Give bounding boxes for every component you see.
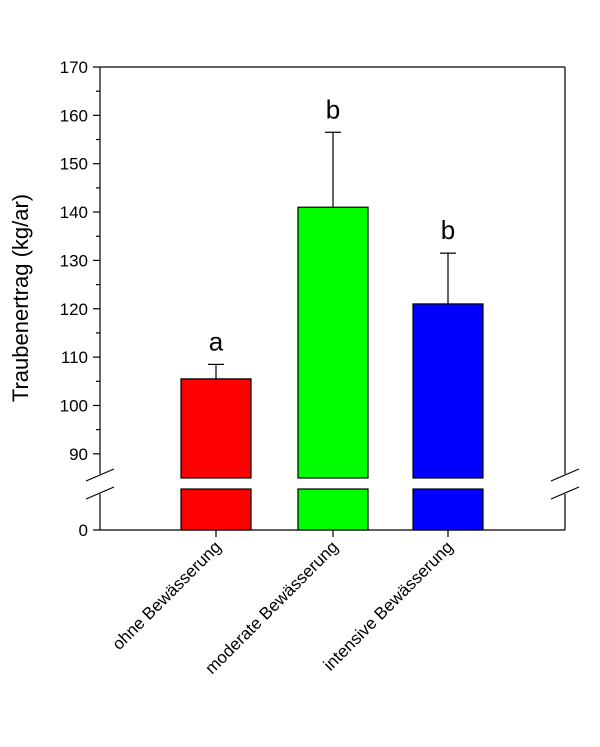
y-tick-label-100: 100 xyxy=(60,396,88,415)
x-tick-label-2: moderate Bewässerung xyxy=(201,537,341,677)
bars xyxy=(180,206,484,531)
y-tick-label-90: 90 xyxy=(69,445,88,464)
axis-break-mask-right xyxy=(549,474,581,494)
axis-break-marks xyxy=(84,468,581,500)
y-axis-title: Traubenertrag (kg/ar) xyxy=(8,194,33,402)
axis-break-slash-right-2 xyxy=(550,486,580,500)
axis-break-mask-left xyxy=(84,474,116,494)
y-tick-label-110: 110 xyxy=(61,348,88,367)
x-tick-label-group-1: ohne Bewässerung xyxy=(108,537,224,653)
bar-lower-2 xyxy=(297,488,369,531)
bar-lower-1 xyxy=(180,488,252,531)
y-tick-label-140: 140 xyxy=(60,203,88,222)
x-tick-label-1: ohne Bewässerung xyxy=(108,537,224,653)
axis-break-slash-left-1 xyxy=(85,468,115,482)
significance-letter-3: b xyxy=(441,215,455,245)
axis-break-slash-right-1 xyxy=(550,468,580,482)
x-tick-label-group-3: intensive Bewässerung xyxy=(320,537,457,674)
x-tick-label-3: intensive Bewässerung xyxy=(320,537,457,674)
bar-upper-2 xyxy=(297,206,369,479)
y-tick-label-120: 120 xyxy=(60,300,88,319)
y-axis-ticks: 0 90 100 110 120 130 140 150 160 170 xyxy=(60,58,449,540)
axis-break-slash-left-2 xyxy=(85,486,115,500)
y-tick-label-150: 150 xyxy=(60,155,88,174)
y-tick-label-0: 0 xyxy=(79,521,88,540)
bar-upper-1 xyxy=(180,378,252,479)
bar-lower-3 xyxy=(412,488,484,531)
y-tick-label-170: 170 xyxy=(60,58,88,77)
x-tick-label-group-2: moderate Bewässerung xyxy=(201,537,341,677)
bar-upper-3 xyxy=(412,303,484,479)
labels: a ohne Bewässerung b moderate Bewässerung b i… xyxy=(108,94,456,678)
significance-letter-2: b xyxy=(326,94,340,124)
significance-letter-1: a xyxy=(209,326,224,356)
error-bars xyxy=(208,131,456,379)
y-tick-label-160: 160 xyxy=(60,106,88,125)
plot-frame xyxy=(99,66,566,531)
y-tick-label-130: 130 xyxy=(60,251,88,270)
